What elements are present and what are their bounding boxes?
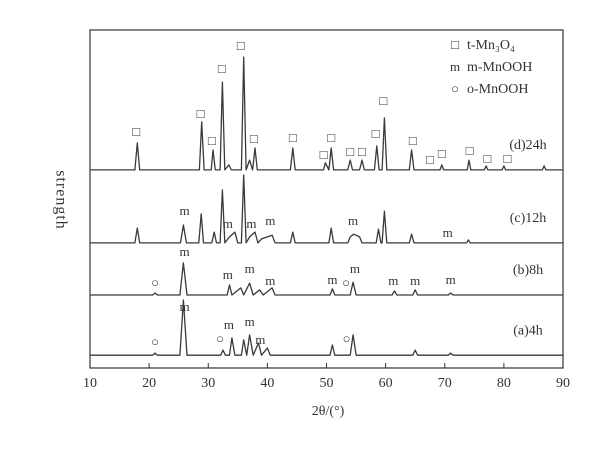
phase-marker: m [265,273,275,288]
phase-marker: m [388,273,398,288]
phase-marker: m [180,299,190,314]
x-tick-label: 20 [142,376,156,391]
phase-marker: m [410,273,420,288]
phase-marker: □ [346,144,354,159]
legend-symbol: ○ [451,81,459,96]
xrd-pattern [90,174,563,244]
phase-marker: ○ [342,275,350,290]
phase-marker: m [223,216,233,231]
phase-marker: □ [320,147,328,162]
x-tick-label: 40 [260,376,274,391]
phase-marker: m [223,267,233,282]
phase-marker: □ [503,151,511,166]
phase-marker: □ [289,130,297,145]
x-tick-label: 30 [201,376,215,391]
phase-marker: □ [208,133,216,148]
phase-marker: □ [466,143,474,158]
phase-marker: □ [197,106,205,121]
phase-marker: □ [379,93,387,108]
phase-marker: ○ [151,275,159,290]
phase-marker: □ [483,151,491,166]
xrd-pattern [90,262,563,296]
legend-label: m-MnOOH [467,60,532,75]
phase-marker: m [224,317,234,332]
x-tick-label: 70 [438,376,452,391]
phase-marker: ○ [151,334,159,349]
phase-marker: □ [426,152,434,167]
phase-marker: □ [237,38,245,53]
x-tick-label: 60 [379,376,393,391]
phase-marker: □ [358,144,366,159]
legend-label: o-MnOOH [467,82,528,97]
phase-marker: m [245,261,255,276]
series-label: (b)8h [513,263,543,278]
phase-marker: □ [218,61,226,76]
series-label: (c)12h [510,211,547,226]
legend-label: t-Mn₃O₄ [467,38,515,53]
x-tick-label: 50 [320,376,334,391]
phase-marker: m [265,213,275,228]
phase-marker: m [327,272,337,287]
x-tick-label: 10 [83,376,97,391]
phase-marker: □ [372,126,380,141]
series-label: (d)24h [509,138,546,153]
xrd-pattern [90,299,563,356]
phase-marker: m [180,244,190,259]
legend-symbol: □ [451,37,459,52]
phase-marker: ○ [343,331,351,346]
phase-marker: □ [409,133,417,148]
phase-marker: m [348,213,358,228]
x-axis-label: 2θ/(°) [312,404,345,419]
phase-marker: m [443,225,453,240]
phase-marker: □ [327,130,335,145]
legend-symbol: m [450,59,460,74]
phase-marker: m [255,332,265,347]
phase-marker: □ [132,124,140,139]
phase-marker: m [246,216,256,231]
x-tick-label: 80 [497,376,511,391]
phase-marker: ○ [216,331,224,346]
phase-marker: m [446,272,456,287]
xrd-pattern [90,56,563,171]
x-tick-label: 90 [556,376,570,391]
phase-marker: □ [250,131,258,146]
phase-marker: m [245,314,255,329]
phase-marker: m [350,261,360,276]
plot-frame [89,29,564,369]
phase-marker: □ [438,146,446,161]
phase-marker: m [180,203,190,218]
series-label: (a)4h [513,323,543,338]
y-axis-label: strength [52,170,69,230]
